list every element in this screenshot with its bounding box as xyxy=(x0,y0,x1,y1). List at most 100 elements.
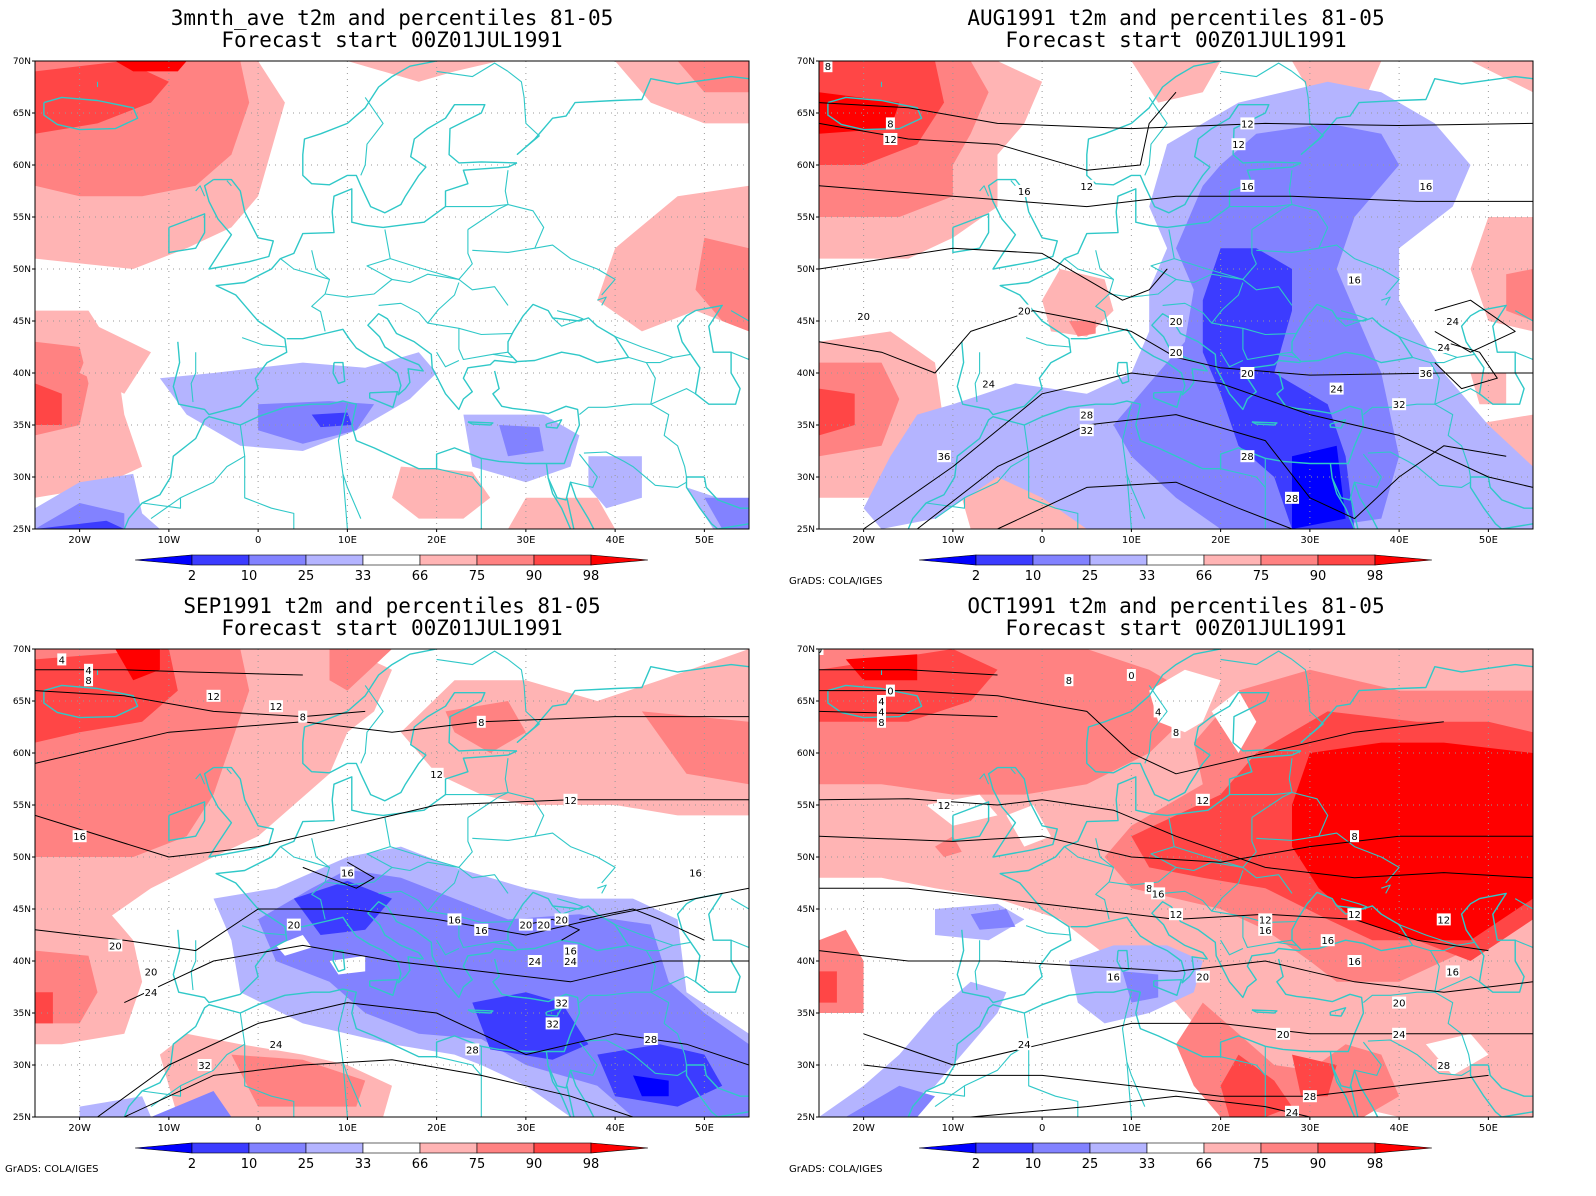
contour-label-box xyxy=(84,663,94,676)
contour-label-box xyxy=(876,695,886,707)
country-border xyxy=(1256,791,1329,841)
colorbar: 2 10 25 33 66 75 90 98 xyxy=(918,1142,1433,1172)
contour-label: 20 xyxy=(1196,973,1209,984)
coastline xyxy=(1251,1009,1278,1014)
temperature-contour xyxy=(819,690,1444,775)
percentile-region xyxy=(35,61,169,134)
contour-label: 12 xyxy=(1232,140,1245,151)
country-border xyxy=(1010,180,1016,187)
temperature-contour xyxy=(819,798,1533,879)
coastline xyxy=(566,1085,575,1117)
country-border xyxy=(492,353,513,358)
contour-label-box xyxy=(536,918,551,931)
colorbar-label: 2 xyxy=(188,1157,196,1172)
colorbar: 2 10 25 33 66 75 90 98 xyxy=(918,554,1433,584)
temperature-contour xyxy=(302,861,375,889)
contour-label-box xyxy=(981,377,996,390)
map-frame xyxy=(34,648,750,1118)
coastline xyxy=(286,891,630,999)
map-frame xyxy=(818,60,1534,530)
contour-label: 12 xyxy=(430,770,443,781)
temperature-contour xyxy=(819,669,998,676)
contour-label-box xyxy=(72,830,87,843)
lat-tick-label: 70N xyxy=(797,57,815,67)
contour-label: 24 xyxy=(982,379,995,390)
percentile-region xyxy=(276,935,312,956)
temperature-contour xyxy=(819,185,1533,208)
country-border xyxy=(492,941,513,946)
coastline xyxy=(1251,421,1278,426)
contour-label: 8 xyxy=(300,713,306,724)
coastline xyxy=(952,213,990,254)
country-border xyxy=(142,497,182,509)
lon-tick-label: 30E xyxy=(1300,535,1319,546)
coastline xyxy=(676,892,741,993)
contour-label: 20 xyxy=(1170,317,1183,328)
contour-label: 20 xyxy=(1393,999,1406,1010)
lon-tick-label: 10W xyxy=(158,535,181,546)
coastline xyxy=(203,766,274,858)
colorbar-swatch xyxy=(191,554,250,566)
percentile-region xyxy=(35,383,62,425)
country-border xyxy=(1318,244,1400,296)
grads-credit: GrADS: COLA/IGES xyxy=(5,1164,99,1175)
temperature-contour xyxy=(970,1095,1311,1117)
coastline xyxy=(369,391,399,408)
contour-label: 8 xyxy=(887,119,893,130)
country-border xyxy=(436,62,509,78)
country-border xyxy=(1434,991,1472,1066)
percentile-region xyxy=(392,466,491,519)
grads-credit: GrADS: COLA/IGES xyxy=(789,1164,883,1175)
country-border xyxy=(1109,273,1293,306)
lon-tick-label: 10W xyxy=(158,1123,181,1134)
percentile-region xyxy=(1292,445,1346,529)
lon-tick-label: 40E xyxy=(1390,1123,1409,1134)
temperature-contour xyxy=(579,908,705,941)
coastline xyxy=(1086,61,1302,214)
percentile-region xyxy=(588,456,642,509)
percentile-region xyxy=(347,61,500,82)
lat-tick-label: 40N xyxy=(13,957,31,967)
lat-tick-label: 65N xyxy=(797,697,815,707)
country-border xyxy=(534,244,616,296)
coastline xyxy=(907,370,1365,529)
lon-tick-label: 10E xyxy=(338,535,357,546)
contour-label: 16 xyxy=(1152,889,1165,900)
colorbar-arrow-left xyxy=(918,1142,977,1154)
percentile-region xyxy=(1470,61,1533,93)
contour-label-box xyxy=(563,944,578,957)
lon-tick-label: 30E xyxy=(516,535,535,546)
country-border xyxy=(1174,846,1244,868)
lat-tick-label: 55N xyxy=(797,801,815,811)
lat-tick-label: 50N xyxy=(797,853,815,863)
contour-label: 24 xyxy=(145,988,158,999)
temperature-contour xyxy=(863,1064,1489,1097)
country-border xyxy=(579,362,656,416)
contour-label: 8 xyxy=(878,718,884,729)
coastline xyxy=(685,476,749,529)
colorbar-label: 25 xyxy=(1082,569,1099,584)
contour-label-box xyxy=(1079,408,1094,421)
contour-label-box xyxy=(429,767,444,780)
contour-label: 16 xyxy=(341,869,354,880)
contour-label: 32 xyxy=(1393,400,1406,411)
colorbar-label: 75 xyxy=(1253,569,1270,584)
colorbar-swatch xyxy=(476,554,535,566)
coastline xyxy=(1329,419,1347,429)
percentile-region xyxy=(819,981,1007,1117)
lat-tick-label: 70N xyxy=(13,57,31,67)
contour-label: 4 xyxy=(59,655,65,666)
contour-label: 24 xyxy=(1446,317,1459,328)
coastline xyxy=(1300,663,1533,744)
lon-tick-label: 20E xyxy=(427,1123,446,1134)
contour-label-box xyxy=(1231,138,1246,151)
country-border xyxy=(436,939,460,956)
temperature-contour xyxy=(819,310,1533,376)
coastline xyxy=(827,684,923,719)
country-border xyxy=(150,424,246,520)
colorbar-label: 98 xyxy=(583,569,600,584)
percentile-region xyxy=(329,955,366,975)
country-border xyxy=(1220,1056,1266,1076)
colorbar-label: 98 xyxy=(583,1157,600,1172)
